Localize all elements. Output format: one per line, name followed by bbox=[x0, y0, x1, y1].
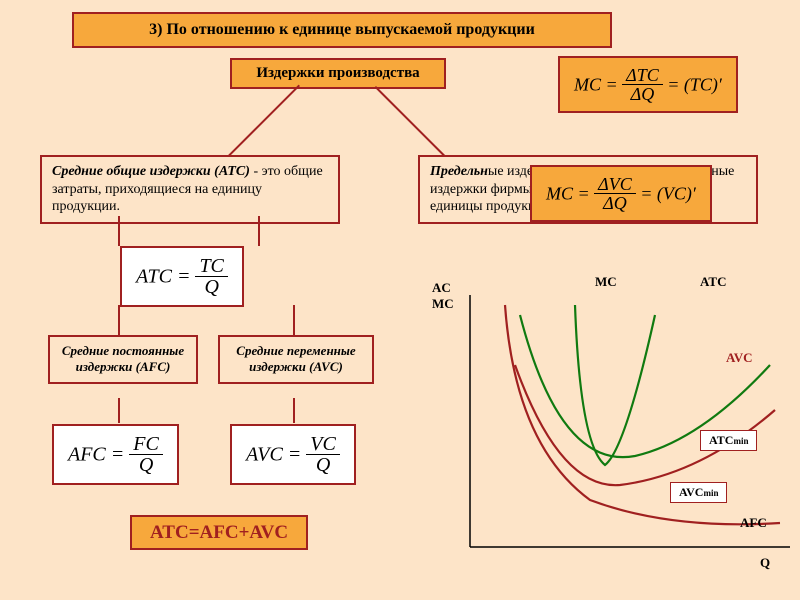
connector bbox=[293, 398, 295, 423]
mc-vc-num: ΔVC bbox=[594, 175, 636, 194]
atc-num: TC bbox=[195, 256, 227, 277]
avc-num: VC bbox=[306, 434, 340, 455]
mc-tc-lhs: MC bbox=[574, 75, 601, 95]
mc-label: MC bbox=[595, 274, 617, 290]
connector bbox=[118, 398, 120, 423]
formula-avc: AVC = VC Q bbox=[230, 424, 356, 485]
formula-mc-vc: MC = ΔVC ΔQ = (VC)′ bbox=[530, 165, 712, 222]
mc-vc-rhs: = (VC)′ bbox=[640, 184, 696, 204]
atc-label: ATC bbox=[700, 274, 726, 290]
mc-tc-num: ΔTC bbox=[622, 66, 663, 85]
afc-num: FC bbox=[129, 434, 163, 455]
mc-tc-den: ΔQ bbox=[622, 85, 663, 103]
atc-lhs: ATC bbox=[136, 266, 172, 288]
mc-vc-den: ΔQ bbox=[594, 194, 636, 212]
afc-den: Q bbox=[129, 455, 163, 475]
mc-vc-lhs: MC bbox=[546, 184, 573, 204]
root-box: Издержки производства bbox=[230, 58, 446, 89]
mc-curve bbox=[575, 305, 655, 465]
title-box: 3) По отношению к единице выпускаемой пр… bbox=[72, 12, 612, 48]
avc-curve bbox=[515, 365, 775, 485]
avc-label-box: Средние переменные издержки (AVC) bbox=[218, 335, 374, 384]
atc-definition: Средние общие издержки (ATC) - это общие… bbox=[40, 155, 340, 224]
mc-tc-rhs: = (TC)′ bbox=[667, 75, 722, 95]
connector bbox=[293, 305, 295, 335]
y-axis-label-mc: MC bbox=[432, 296, 454, 312]
atc-den: Q bbox=[195, 277, 227, 297]
connector bbox=[221, 85, 300, 164]
afc-curve bbox=[505, 305, 780, 524]
afc-label-box: Средние постоянные издержки (AFC) bbox=[48, 335, 198, 384]
x-axis-label: Q bbox=[760, 555, 770, 571]
connector bbox=[258, 216, 260, 246]
connector bbox=[375, 86, 454, 165]
avcmin-box: AVCmin bbox=[670, 482, 727, 503]
formula-sum: ATC=AFC+AVC bbox=[130, 515, 308, 550]
connector bbox=[118, 216, 120, 246]
formula-mc-tc: MC = ΔTC ΔQ = (TC)′ bbox=[558, 56, 738, 113]
afc-lhs: AFC bbox=[68, 444, 106, 466]
connector bbox=[118, 305, 120, 335]
y-axis-label-ac: AC bbox=[432, 280, 451, 296]
avc-label: AVC bbox=[726, 350, 753, 366]
avc-den: Q bbox=[306, 455, 340, 475]
avc-lhs: AVC bbox=[246, 444, 283, 466]
formula-atc: ATC = TC Q bbox=[120, 246, 244, 307]
atcmin-box: ATCmin bbox=[700, 430, 757, 451]
afc-label: AFC bbox=[740, 515, 767, 531]
formula-afc: AFC = FC Q bbox=[52, 424, 179, 485]
